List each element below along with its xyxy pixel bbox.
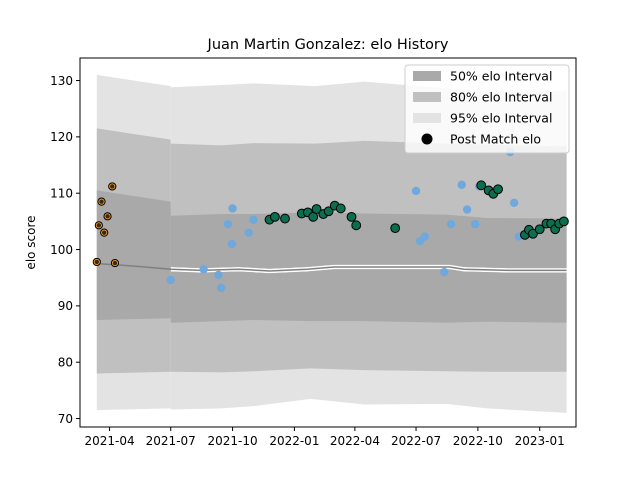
post-match-point-blue-3: [216, 283, 226, 293]
post-match-points: [92, 147, 569, 293]
x-tick-label: 2022-10: [453, 434, 503, 448]
post-match-point-core-3: [101, 230, 107, 235]
post-match-point-blue-0: [166, 275, 175, 285]
x-tick-label: 2021-07: [146, 434, 196, 448]
band-50-early-segment: [96, 190, 171, 320]
x-tick-label: 2021-04: [85, 434, 135, 448]
post-match-point-green-10: [335, 203, 346, 214]
post-match-point-green-8: [323, 206, 334, 217]
x-tick-label: 2021-10: [207, 434, 257, 448]
y-tick-label: 100: [50, 243, 73, 257]
x-tick-label: 2022-01: [269, 434, 319, 448]
post-match-point-core-1: [96, 223, 102, 228]
post-match-point-green-2: [280, 213, 290, 224]
post-match-point-blue-9: [411, 186, 421, 196]
y-tick-label: 90: [58, 299, 73, 313]
x-axis-ticks: 2021-04 2021-07 2021-10 2022-01 2022-04 2022-…: [85, 427, 565, 448]
post-match-point-blue-13: [446, 219, 456, 229]
post-match-point-green-13: [390, 223, 401, 234]
y-axis-label: elo score: [24, 215, 38, 269]
post-match-point-green-26: [559, 216, 569, 227]
post-match-point-green-11: [346, 211, 357, 222]
chart-title: Juan Martin Gonzalez: elo History: [207, 37, 449, 53]
legend-swatch-1: [413, 92, 441, 102]
y-tick-label: 70: [58, 412, 73, 426]
y-tick-label: 130: [50, 74, 73, 88]
plot-frame: [79, 57, 577, 428]
band-50-upper-segment: [170, 212, 567, 269]
post-match-point-green-12: [351, 220, 362, 231]
x-tick-label: 2023-01: [515, 434, 565, 448]
post-match-point-blue-4: [223, 219, 233, 229]
post-match-point-green-20: [528, 228, 538, 239]
post-match-point-blue-14: [457, 180, 466, 189]
post-match-point-blue-2: [214, 270, 223, 280]
post-match-point-blue-5: [227, 239, 237, 249]
post-match-point-core-4: [105, 214, 110, 219]
y-tick-label: 80: [58, 356, 73, 370]
post-match-point-green-1: [270, 211, 280, 222]
post-match-point-green-21: [534, 224, 545, 235]
post-match-point-blue-11: [420, 232, 429, 241]
post-match-point-blue-1: [199, 265, 208, 274]
post-match-point-blue-7: [244, 228, 253, 237]
post-match-point-blue-12: [440, 267, 449, 277]
legend: 50% elo Interval 80% elo Interval 95% elo …: [404, 64, 570, 154]
legend-swatch-0: [413, 71, 441, 81]
post-match-point-blue-16: [470, 219, 480, 229]
y-axis-ticks: 70 80 90 100 110 120 130: [50, 74, 80, 426]
median-line: [97, 262, 567, 272]
post-match-point-green-6: [311, 204, 322, 214]
post-match-point-blue-15: [462, 205, 472, 214]
legend-marker-3: [421, 133, 433, 145]
post-match-point-core-2: [99, 199, 104, 204]
median-elo-line: [97, 262, 567, 272]
legend-box: [404, 64, 570, 154]
post-match-point-green-14: [476, 180, 487, 191]
post-match-point-core-5: [110, 184, 115, 189]
x-tick-label: 2022-07: [391, 434, 441, 448]
x-tick-label: 2022-04: [330, 434, 380, 448]
y-tick-label: 120: [50, 130, 73, 144]
legend-label-1: 80% elo Interval: [450, 90, 552, 105]
band-50-lower-segment: [170, 269, 567, 323]
post-match-point-blue-6: [228, 204, 237, 213]
legend-label-3: Post Match elo: [450, 132, 541, 147]
post-match-point-blue-19: [509, 198, 519, 207]
legend-label-0: 50% elo Interval: [450, 69, 552, 84]
post-match-point-core-0: [94, 259, 100, 265]
post-match-point-green-17: [493, 184, 503, 195]
post-match-point-core-6: [112, 260, 118, 266]
legend-swatch-2: [413, 113, 441, 123]
legend-label-2: 95% elo Interval: [450, 111, 552, 126]
y-tick-label: 110: [50, 187, 73, 201]
post-match-point-blue-8: [249, 215, 258, 224]
